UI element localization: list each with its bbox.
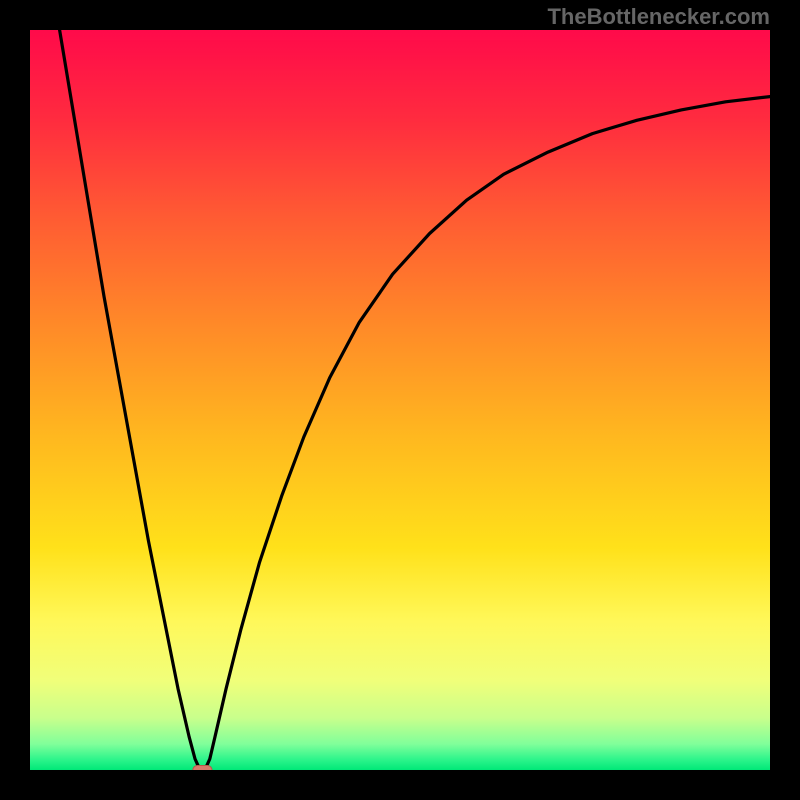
optimal-marker — [193, 766, 212, 770]
plot-svg — [30, 30, 770, 770]
chart-frame: TheBottlenecker.com — [0, 0, 800, 800]
watermark-text: TheBottlenecker.com — [547, 4, 770, 30]
plot-area — [30, 30, 770, 770]
bottleneck-curve — [60, 30, 770, 770]
